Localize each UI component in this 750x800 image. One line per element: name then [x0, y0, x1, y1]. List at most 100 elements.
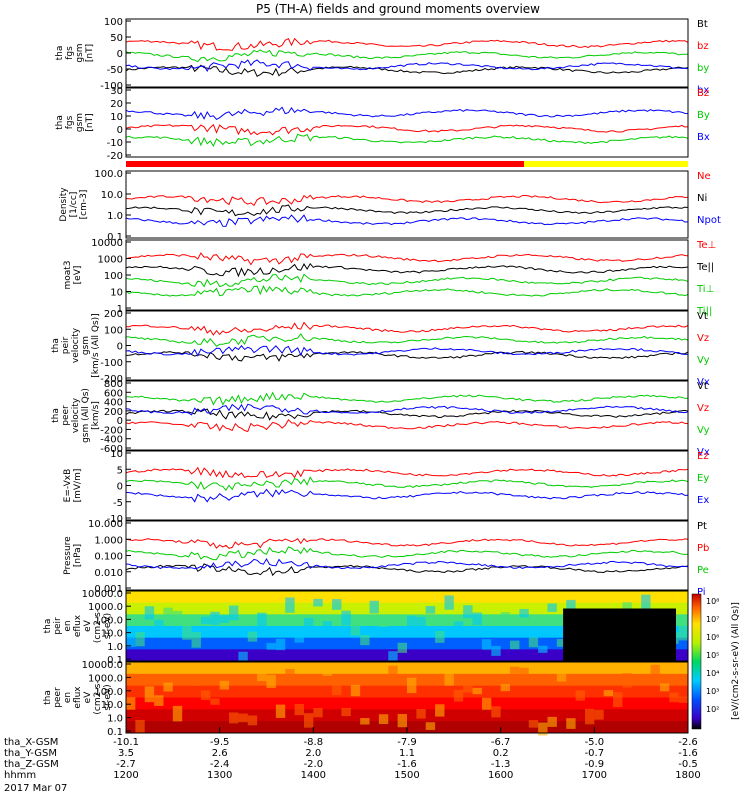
y-tick-label: 0.001: [94, 584, 123, 595]
y-axis-label: sr-eV): [103, 613, 113, 639]
legend-entry: By: [697, 110, 710, 121]
orbit-value: -2.4: [210, 759, 230, 770]
y-axis-label: gsm: [75, 113, 85, 132]
panel-frame: [125, 380, 689, 451]
orbit-value: -1.6: [678, 748, 698, 759]
legend-entry: Ne: [697, 171, 711, 182]
spectrogram-cell: [528, 720, 539, 728]
spectrogram-cell: [631, 667, 642, 675]
spectrogram-cell: [238, 651, 248, 667]
y-tick-label: 0.100: [94, 552, 123, 563]
y-axis-label: peer: [61, 405, 71, 426]
series-line-Ti: [125, 285, 689, 297]
colorbar-tick-label: 10⁶: [706, 633, 719, 642]
spectrogram-cell: [622, 673, 632, 688]
series-line-Te: [125, 262, 689, 278]
y-axis-label: velocity: [71, 397, 81, 433]
y-tick-label: 10.0: [101, 700, 123, 711]
series-line-Vx: [125, 345, 688, 357]
y-tick-label: 100: [104, 17, 123, 28]
spectrogram-cell: [275, 704, 286, 718]
colorbar: [691, 593, 702, 730]
y-tick-label: -10: [107, 514, 123, 525]
spectrogram-cell: [257, 668, 267, 682]
spectrogram-cell: [416, 709, 426, 719]
orbit-value: -8.8: [304, 737, 324, 748]
orbit-value: 3.5: [118, 748, 134, 759]
panel-frame: [125, 18, 689, 88]
date-label: 2017 Mar 07: [4, 783, 67, 794]
spectrogram-cell: [538, 645, 548, 653]
y-tick-label: 10.0: [101, 190, 123, 201]
legend-entry: Ex: [697, 495, 709, 506]
spectrogram-cell: [594, 709, 604, 720]
orbit-value: 2.0: [305, 748, 321, 759]
spectrogram-cell: [219, 680, 230, 690]
y-tick-label: 0: [117, 482, 123, 493]
y-axis-label: velocity: [71, 327, 81, 363]
spectrogram-cell: [425, 606, 436, 614]
spectrogram-cell: [154, 619, 164, 630]
spectrogram-cell: [519, 667, 529, 677]
legend-entry: Ti||: [696, 306, 712, 317]
y-axis-label: moat3: [63, 260, 73, 289]
panel-temp: 10000 1000 100 10 1 moat3 [eV] Te⊥ Te|| Ti⊥ Ti||: [63, 238, 716, 317]
spectrogram-cell: [313, 598, 323, 607]
orbit-row-label: tha_X-GSM: [4, 737, 58, 748]
spectrogram-cell: [407, 615, 417, 631]
y-tick-label: 1: [117, 304, 123, 315]
spectrogram-cell: [294, 633, 304, 643]
y-tick-label: 400: [104, 398, 123, 409]
y-axis-label: [km/s]: [91, 401, 101, 430]
y-tick-label: 10: [110, 449, 123, 460]
spectrogram-cell: [397, 713, 407, 728]
spectrogram-cell: [144, 686, 155, 703]
legend-entry: bx: [697, 85, 709, 96]
spectrogram-cell: [463, 605, 473, 619]
y-tick-label: 1000.0: [88, 673, 123, 684]
spectrogram-cell: [491, 706, 501, 718]
y-axis-label: (cm2-s-: [93, 609, 103, 643]
orbit-value: 0.2: [493, 748, 509, 759]
spectrogram-cell: [219, 615, 230, 623]
y-axis-label: gsm (All Qs): [81, 388, 91, 443]
spectrogram-cell: [266, 643, 276, 650]
y-axis-label: tha: [43, 690, 53, 705]
spectrogram-cell: [397, 642, 407, 653]
spectrogram-cell: [388, 651, 398, 666]
y-tick-label: 5: [117, 465, 123, 476]
legend-entry: Bt: [697, 19, 708, 30]
orbit-value: 1600: [488, 770, 513, 781]
series-line-Vt: [125, 408, 689, 421]
y-tick-label: 10000.0: [82, 589, 123, 600]
series-line-bx: [125, 59, 689, 72]
y-axis-label: [nT]: [85, 113, 95, 131]
y-tick-label: 200: [104, 309, 123, 320]
y-tick-label: 10000: [91, 238, 123, 249]
legend-entry: Vx: [697, 447, 710, 458]
series-line-Ni: [125, 204, 689, 217]
y-tick-label: 100.0: [94, 687, 123, 698]
y-tick-label: -5: [113, 498, 123, 509]
orbit-value: -7.9: [397, 737, 417, 748]
series-line-Ez: [125, 466, 689, 479]
panel-frame: [125, 87, 689, 158]
y-tick-label: 0: [117, 49, 123, 60]
y-tick-label: 600: [104, 388, 123, 399]
spectrogram-cell: [491, 646, 501, 656]
y-axis-label: peir: [61, 336, 71, 354]
spectrogram-cell: [229, 712, 239, 724]
y-tick-label: 10: [110, 288, 123, 299]
y-axis-label: E=-VxB: [63, 469, 73, 503]
legend-entry: Npot: [697, 215, 721, 226]
colorbar-tick-label: 10⁸: [706, 597, 719, 606]
spectrogram-cell: [472, 687, 482, 695]
spectrogram-cell: [510, 666, 520, 674]
y-tick-label: 200: [104, 407, 123, 418]
spectrogram-cell: [425, 722, 436, 730]
y-tick-label: 0: [117, 125, 123, 136]
panel-fgs_dsl: 30 20 10 0 -10 -20 tha fgs gsm [nT] Bz By Bx: [55, 86, 710, 162]
orbit-value: 1800: [675, 770, 700, 781]
series-line-Bx: [125, 106, 689, 121]
